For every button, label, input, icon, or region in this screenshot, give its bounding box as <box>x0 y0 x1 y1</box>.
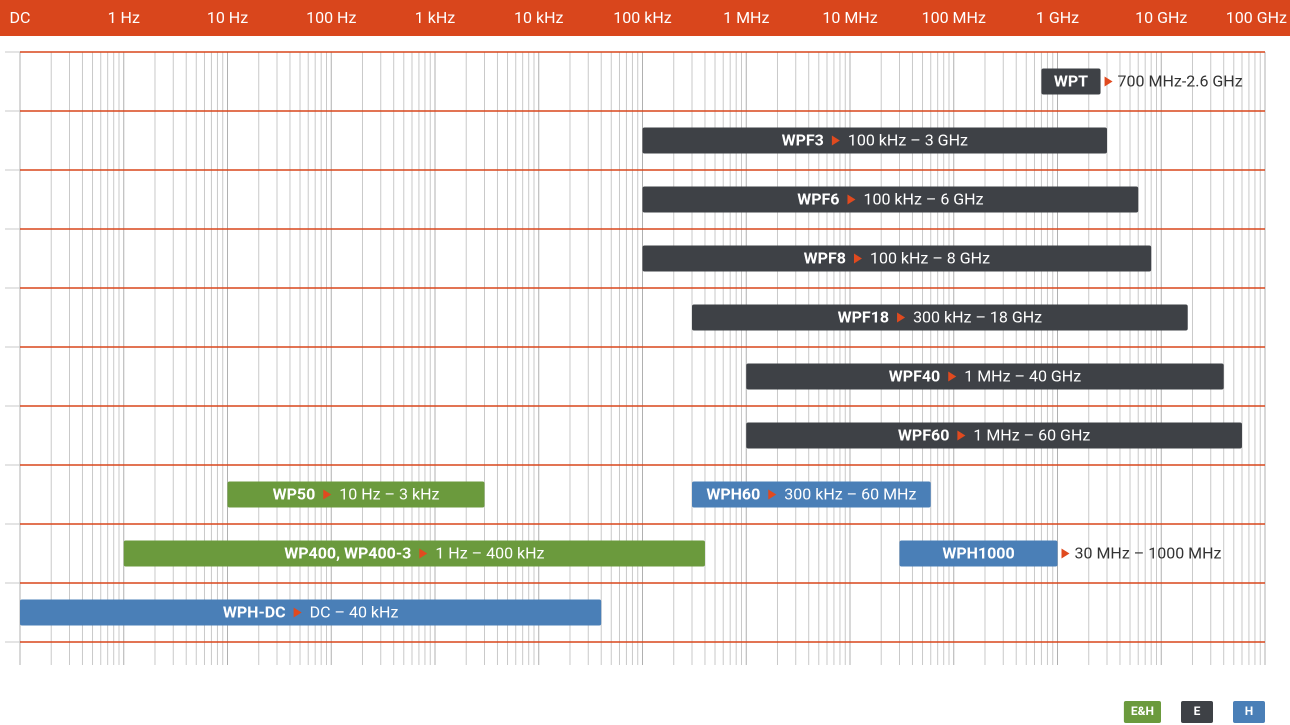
range-item: WPH-DC DC – 40 kHz <box>20 599 602 626</box>
arrow <box>897 312 906 323</box>
arrow <box>1061 548 1070 559</box>
arrow <box>419 548 428 559</box>
range-bar <box>642 245 1152 272</box>
bar-name: WPT <box>1054 72 1088 91</box>
x-tick-label: 10 MHz <box>822 8 877 27</box>
range-bar <box>692 304 1188 331</box>
legend-item: H <box>1233 701 1265 723</box>
range-bar <box>20 599 602 626</box>
arrow <box>768 489 777 500</box>
bar-name: WPF60 <box>898 426 949 445</box>
bar-name: WPF8 <box>804 249 846 268</box>
arrow <box>957 430 966 441</box>
x-tick-label: 100 kHz <box>613 8 671 27</box>
range-bar <box>746 363 1224 390</box>
x-tick-label: 10 kHz <box>514 8 563 27</box>
range-item: WP400, WP400-3 1 Hz – 400 kHz <box>123 540 705 567</box>
arrow <box>293 607 302 618</box>
x-tick-label: 1 Hz <box>108 8 140 27</box>
arrow <box>323 489 332 500</box>
x-tick-label: 10 Hz <box>207 8 248 27</box>
range-item: WPF8 100 kHz – 8 GHz <box>642 245 1152 272</box>
bar-name: WP400, WP400-3 <box>284 544 411 563</box>
range-item: WPT 700 MHz-2.6 GHz <box>1041 68 1243 95</box>
x-tick-label: 100 MHz <box>922 8 986 27</box>
range-item: WPF40 1 MHz – 40 GHz <box>746 363 1224 390</box>
bar-range: DC – 40 kHz <box>310 603 399 622</box>
range-item: WPF60 1 MHz – 60 GHz <box>746 422 1242 449</box>
x-tick-label: 100 GHz <box>1226 8 1287 27</box>
range-bar <box>692 481 931 508</box>
arrow <box>948 371 957 382</box>
legend-item: E&H <box>1123 701 1161 723</box>
x-tick-label: 1 MHz <box>723 8 769 27</box>
arrow <box>847 194 856 205</box>
range-bar <box>227 481 485 508</box>
bar-name: WPF40 <box>889 367 940 386</box>
legend-label: E&H <box>1131 704 1154 718</box>
bar-range: 1 Hz – 400 kHz <box>435 544 544 563</box>
bar-range: 100 kHz – 3 GHz <box>848 131 968 150</box>
x-tick-label: 1 GHz <box>1036 8 1079 27</box>
bar-name: WPF6 <box>797 190 839 209</box>
x-tick-label: 100 Hz <box>306 8 356 27</box>
bar-name: WPH-DC <box>223 603 286 622</box>
range-bar <box>123 540 705 567</box>
x-tick-label: 1 kHz <box>415 8 455 27</box>
range-bar <box>899 540 1058 567</box>
bar-name: WPH60 <box>706 485 760 504</box>
range-bar <box>642 127 1108 154</box>
x-tick-label: 10 GHz <box>1135 8 1187 27</box>
range-item: WPH60 300 kHz – 60 MHz <box>692 481 931 508</box>
bar-range: 10 Hz – 3 kHz <box>339 485 439 504</box>
bar-name: WPF18 <box>838 308 889 327</box>
range-item: WPF18 300 kHz – 18 GHz <box>692 304 1188 331</box>
range-bar <box>746 422 1242 449</box>
bar-range: 100 kHz – 6 GHz <box>863 190 983 209</box>
bar-range: 1 MHz – 40 GHz <box>964 367 1081 386</box>
bar-range: 1 MHz – 60 GHz <box>973 426 1090 445</box>
bar-name: WPF3 <box>782 131 824 150</box>
legend-swatch <box>1233 701 1265 723</box>
legend-label: E <box>1194 704 1201 718</box>
range-bar <box>642 186 1139 213</box>
arrow <box>831 135 840 146</box>
legend-swatch <box>1123 701 1161 723</box>
legend-swatch <box>1181 701 1213 723</box>
bar-name: WP50 <box>273 485 316 504</box>
bar-range: 30 MHz – 1000 MHz <box>1075 544 1222 563</box>
bar-range: 700 MHz-2.6 GHz <box>1118 72 1243 91</box>
range-bar <box>1041 68 1101 95</box>
arrow <box>1104 76 1113 87</box>
bar-range: 300 kHz – 60 MHz <box>784 485 916 504</box>
range-item: WPF3 100 kHz – 3 GHz <box>642 127 1108 154</box>
bar-range: 100 kHz – 8 GHz <box>870 249 990 268</box>
legend-label: H <box>1245 704 1253 718</box>
bar-range: 300 kHz – 18 GHz <box>913 308 1042 327</box>
arrow <box>853 253 862 264</box>
range-item: WP50 10 Hz – 3 kHz <box>227 481 485 508</box>
legend-item: E <box>1181 701 1213 723</box>
range-item: WPF6 100 kHz – 6 GHz <box>642 186 1139 213</box>
range-item: WPH1000 30 MHz – 1000 MHz <box>899 540 1222 567</box>
axis-band <box>0 0 1290 36</box>
x-tick-label: DC <box>10 8 31 27</box>
bar-name: WPH1000 <box>942 544 1014 563</box>
